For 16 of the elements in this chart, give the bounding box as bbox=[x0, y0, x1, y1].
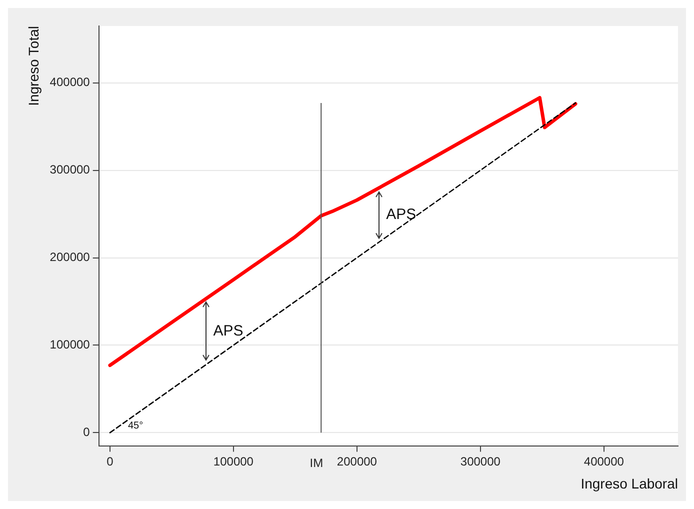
annotation: APS bbox=[213, 322, 244, 340]
y-tick-label: 0 bbox=[83, 424, 90, 439]
annotation: APS bbox=[386, 206, 416, 224]
y-tick-label: 400000 bbox=[50, 75, 90, 90]
x-axis-title: Ingreso Laboral bbox=[580, 475, 678, 492]
annotation: 45° bbox=[128, 420, 144, 432]
y-tick-label: 200000 bbox=[50, 250, 90, 264]
x-tick-label: 200000 bbox=[336, 454, 378, 468]
x-tick-label: 100000 bbox=[213, 454, 254, 468]
ref-line-label: IM bbox=[310, 456, 324, 470]
y-tick-label: 300000 bbox=[50, 162, 90, 177]
x-tick-label: 300000 bbox=[460, 454, 501, 468]
y-axis-title: Ingreso Total bbox=[25, 26, 42, 106]
x-tick-label: 0 bbox=[106, 454, 114, 468]
x-tick-label: 400000 bbox=[584, 454, 624, 468]
y-tick-label: 100000 bbox=[50, 338, 90, 352]
